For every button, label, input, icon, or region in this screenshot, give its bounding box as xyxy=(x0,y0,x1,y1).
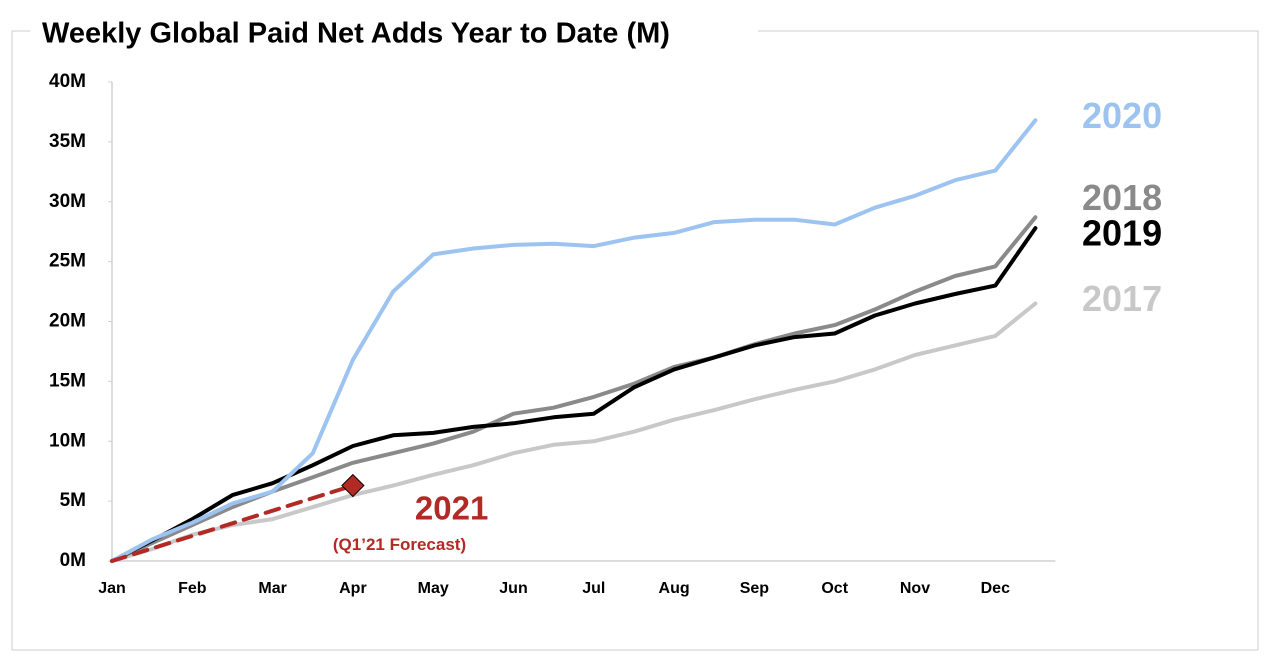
x-tick-label: Aug xyxy=(659,580,690,597)
x-tick-label: Nov xyxy=(900,580,930,597)
x-tick-label: Jan xyxy=(98,580,126,597)
series-line xyxy=(110,301,1038,563)
series-label: 2020 xyxy=(1082,95,1162,136)
y-tick-label: 20M xyxy=(49,311,86,332)
x-tick-label: Mar xyxy=(258,580,286,597)
x-tick-label: May xyxy=(418,580,449,597)
title-backdrop xyxy=(30,10,758,56)
y-tick-label: 40M xyxy=(49,71,86,92)
x-tick-label: Jun xyxy=(499,580,527,597)
series-sublabel: (Q1’21 Forecast) xyxy=(333,535,466,554)
x-tick-label: Oct xyxy=(821,580,848,597)
y-tick-label: 0M xyxy=(60,550,86,571)
x-tick-label: Apr xyxy=(339,580,367,597)
series-label: 2021 xyxy=(415,489,488,526)
y-tick-label: 25M xyxy=(49,251,86,272)
y-tick-label: 5M xyxy=(60,490,86,511)
x-tick-label: Feb xyxy=(178,580,207,597)
series-label: 2019 xyxy=(1082,213,1162,254)
forecast-marker xyxy=(341,473,365,498)
x-tick-label: Sep xyxy=(740,580,770,597)
series-line xyxy=(110,226,1038,563)
x-tick-label: Jul xyxy=(582,580,605,597)
series-line xyxy=(110,215,1038,563)
series-label: 2017 xyxy=(1082,278,1162,319)
y-tick-label: 10M xyxy=(49,430,86,451)
series-line xyxy=(110,118,1038,563)
y-tick-label: 35M xyxy=(49,131,86,152)
x-tick-label: Dec xyxy=(981,580,1010,597)
chart-title: Weekly Global Paid Net Adds Year to Date… xyxy=(42,18,670,50)
series-line xyxy=(110,483,355,563)
y-tick-label: 30M xyxy=(49,191,86,212)
y-tick-label: 15M xyxy=(49,370,86,391)
series-label: 2018 xyxy=(1082,177,1162,218)
frame xyxy=(11,30,1259,651)
